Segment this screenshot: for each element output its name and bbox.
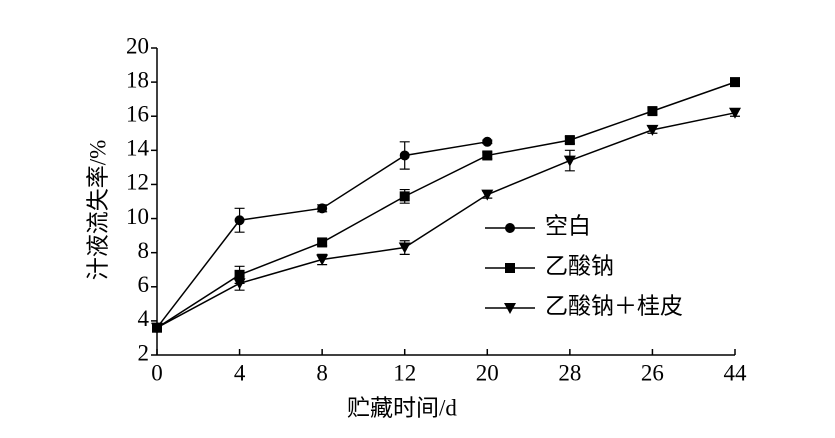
- y-tick-label: 20: [126, 33, 149, 58]
- marker: [233, 278, 246, 290]
- legend-label: 空白: [545, 213, 591, 238]
- marker: [482, 136, 493, 147]
- marker: [317, 203, 328, 214]
- marker: [398, 242, 411, 254]
- legend-marker: [504, 303, 516, 314]
- marker: [399, 150, 410, 161]
- y-tick-label: 14: [126, 136, 150, 161]
- y-axis-label: 汁液流失率/%: [85, 140, 110, 281]
- marker: [563, 155, 576, 167]
- series-line: [156, 112, 736, 329]
- marker: [729, 107, 741, 119]
- marker: [482, 150, 493, 161]
- marker: [481, 189, 494, 201]
- marker: [234, 269, 245, 280]
- y-tick-label: 16: [126, 102, 149, 127]
- y-tick-label: 18: [126, 67, 149, 92]
- marker: [316, 254, 329, 266]
- series-line: [156, 141, 488, 329]
- legend-marker: [505, 223, 515, 233]
- x-tick-label: 28: [558, 360, 581, 385]
- marker: [234, 215, 245, 226]
- y-tick-label: 4: [138, 306, 150, 331]
- marker: [317, 237, 328, 248]
- y-tick-label: 6: [138, 272, 150, 297]
- legend-label: 乙酸钠: [545, 253, 614, 278]
- x-tick-label: 26: [641, 360, 664, 385]
- marker: [730, 77, 740, 88]
- y-tick-label: 10: [126, 204, 149, 229]
- marker: [647, 106, 658, 117]
- y-tick-label: 8: [138, 238, 150, 263]
- legend-label: 乙酸钠＋桂皮: [545, 293, 683, 318]
- marker: [151, 322, 163, 334]
- x-tick-label: 12: [393, 360, 416, 385]
- x-tick-label: 44: [724, 360, 748, 385]
- legend-marker: [505, 263, 515, 273]
- marker: [646, 124, 659, 136]
- marker: [564, 135, 575, 146]
- marker: [399, 191, 410, 202]
- y-tick-label: 2: [138, 340, 150, 365]
- y-tick-label: 12: [126, 170, 149, 195]
- x-tick-label: 0: [151, 360, 163, 385]
- x-tick-label: 8: [316, 360, 328, 385]
- series-line: [156, 81, 736, 329]
- x-tick-label: 20: [476, 360, 499, 385]
- x-axis-label: 贮藏时间/d: [347, 395, 457, 420]
- x-tick-label: 4: [234, 360, 246, 385]
